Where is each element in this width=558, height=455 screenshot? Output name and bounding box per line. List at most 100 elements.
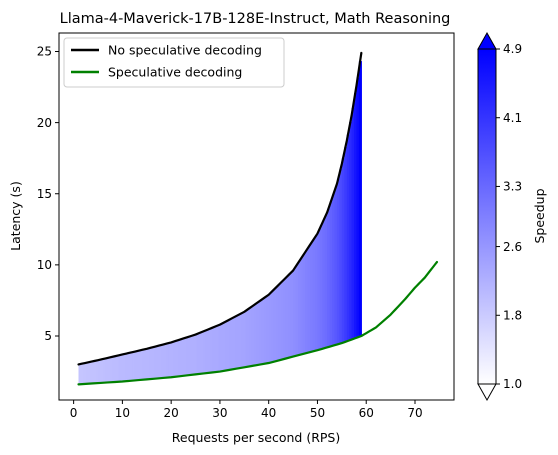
x-tick-label: 60	[359, 406, 374, 420]
speedup-strip	[163, 343, 167, 378]
colorbar-extend-max	[477, 31, 497, 50]
y-tick-label: 10	[37, 258, 52, 272]
speedup-strip	[271, 291, 275, 363]
speedup-strip	[241, 312, 245, 368]
speedup-strip	[266, 295, 270, 364]
speedup-strip	[80, 363, 84, 385]
speedup-strip	[112, 356, 116, 383]
colorbar-tick-label: 4.9	[503, 42, 522, 56]
speedup-strip	[202, 331, 206, 374]
speedup-strip	[173, 341, 177, 377]
plot-frame	[58, 32, 455, 401]
colorbar-ticks: 1.0 1.8 2.6 3.3 4.1 4.9	[496, 42, 522, 391]
speedup-strip	[178, 339, 182, 377]
speedup-strip	[210, 328, 214, 373]
speedup-strip	[334, 187, 338, 345]
speedup-strip	[236, 315, 241, 369]
speedup-strip	[341, 158, 345, 343]
speedup-strip	[310, 242, 314, 352]
speedup-strip	[83, 363, 87, 384]
speedup-strip	[180, 338, 184, 376]
series-line-no-speculative	[77, 51, 363, 366]
speedup-strip	[327, 208, 331, 348]
speedup-strip	[297, 261, 301, 356]
speedup-strip	[307, 246, 311, 353]
colorbar-tick-label: 3.3	[503, 180, 522, 194]
speedup-strip	[141, 349, 145, 380]
y-axis-label: Latency (s)	[8, 181, 23, 251]
speedup-strip	[319, 225, 323, 350]
x-tick-label: 10	[115, 406, 130, 420]
colorbar-label: Speedup	[532, 188, 547, 243]
speedup-strip	[293, 268, 297, 357]
x-tick-label: 40	[261, 406, 276, 420]
speedup-strip	[249, 307, 253, 367]
speedup-strip	[288, 274, 292, 358]
y-tick-label: 15	[37, 187, 52, 201]
speedup-strip	[197, 333, 202, 374]
speedup-strip	[280, 281, 284, 360]
legend: No speculative decoding Speculative deco…	[63, 37, 285, 88]
speedup-strip	[227, 320, 231, 371]
speedup-strip	[251, 305, 255, 366]
colorbar-gradient	[477, 48, 497, 385]
speedup-strip	[93, 360, 97, 384]
speedup-strip	[239, 313, 243, 368]
speedup-strip	[149, 347, 153, 380]
y-axis: 5 10 15 20 25	[37, 45, 59, 343]
speedup-strip	[161, 344, 165, 378]
colorbar-tick-label: 2.6	[503, 240, 522, 254]
speedup-strip	[85, 362, 89, 384]
speedup-strip	[212, 327, 216, 373]
legend-label-speculative: Speculative decoding	[108, 65, 242, 80]
speedup-strip	[222, 322, 226, 371]
speedup-strip	[273, 288, 277, 362]
speedup-strip	[193, 334, 197, 375]
speedup-strip	[90, 361, 94, 384]
y-tick-label: 20	[37, 116, 52, 130]
speedup-strip	[137, 350, 141, 381]
speedup-strip	[195, 334, 199, 375]
speedup-strip	[144, 349, 148, 380]
speedup-strip	[254, 304, 258, 366]
colorbar-tick-label: 4.1	[503, 111, 522, 125]
colorbar-tick-label: 1.8	[503, 308, 522, 322]
speedup-strip	[261, 299, 265, 365]
speedup-strip	[305, 250, 309, 354]
speedup-strip	[217, 325, 221, 372]
speedup-strip	[224, 321, 228, 371]
speedup-strip	[312, 239, 316, 352]
speedup-strip	[139, 350, 143, 380]
speedup-strip	[258, 300, 262, 365]
speedup-strip	[244, 310, 248, 368]
speedup-strip	[117, 355, 121, 382]
speedup-strip	[124, 353, 128, 382]
speedup-strip	[329, 201, 333, 347]
speedup-strip	[295, 265, 299, 356]
speedup-strip	[102, 358, 106, 383]
speedup-strip	[168, 342, 172, 378]
speedup-strip	[151, 347, 155, 379]
speedup-strip	[276, 286, 280, 361]
speedup-strip	[183, 338, 187, 376]
speedup-strip	[263, 297, 267, 364]
x-tick-label: 70	[407, 406, 422, 420]
speedup-strip	[156, 345, 160, 379]
speedup-strip	[315, 235, 319, 351]
speedup-strip	[190, 335, 194, 375]
speedup-strip	[351, 108, 355, 340]
speedup-strip	[98, 359, 102, 384]
x-tick-label: 30	[212, 406, 227, 420]
speedup-strip	[95, 360, 99, 384]
speedup-strip	[354, 93, 358, 339]
speedup-strip	[290, 271, 294, 357]
speedup-strip	[119, 354, 123, 382]
speedup-strip	[346, 134, 350, 341]
speedup-strip	[207, 329, 211, 373]
speedup-strip	[158, 345, 163, 379]
legend-box	[63, 37, 285, 88]
speedup-strip	[129, 352, 133, 381]
speedup-strip	[105, 358, 109, 383]
speedup-strip	[332, 194, 336, 346]
chart-title: Llama-4-Maverick-17B-128E-Instruct, Math…	[60, 11, 451, 27]
